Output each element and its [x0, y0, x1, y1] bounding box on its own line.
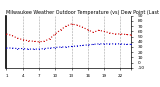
Text: Milwaukee Weather Outdoor Temperature (vs) Dew Point (Last 24 Hours): Milwaukee Weather Outdoor Temperature (v… — [6, 10, 160, 15]
